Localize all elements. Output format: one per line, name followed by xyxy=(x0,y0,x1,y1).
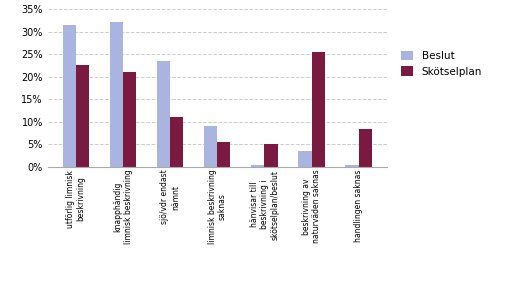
Bar xyxy=(251,164,264,167)
Bar xyxy=(264,144,278,167)
Bar xyxy=(76,65,89,167)
Bar xyxy=(123,72,136,167)
Bar xyxy=(346,164,359,167)
Bar xyxy=(204,126,217,167)
Bar xyxy=(217,142,231,167)
Legend: Beslut, Skötselplan: Beslut, Skötselplan xyxy=(395,46,487,82)
Bar xyxy=(359,128,372,167)
Bar xyxy=(110,22,123,167)
Bar xyxy=(298,151,312,167)
Bar xyxy=(157,61,170,167)
Bar xyxy=(63,25,76,167)
Bar xyxy=(312,52,325,167)
Bar xyxy=(170,117,183,167)
